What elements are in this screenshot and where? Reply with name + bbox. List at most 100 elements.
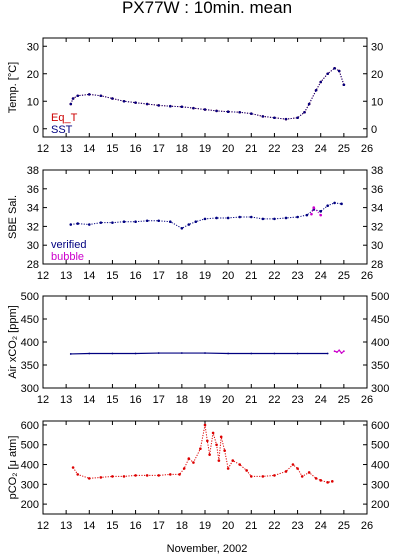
data-point [291, 463, 295, 466]
data-point [261, 115, 265, 118]
data-point [180, 226, 184, 230]
x-tick-label: 23 [291, 270, 303, 282]
data-point [223, 449, 226, 452]
x-tick-label: 21 [245, 270, 257, 282]
data-point [296, 116, 299, 120]
y-tick-label-right: 300 [371, 383, 389, 395]
data-point [199, 447, 202, 451]
data-point [307, 102, 311, 106]
y-axis-label: Temp. [°C] [7, 62, 19, 113]
data-point [178, 473, 181, 476]
data-point [333, 350, 336, 353]
y-tick-label: 34 [27, 203, 39, 215]
y-tick-label: 20 [27, 69, 39, 81]
y-tick-label: 450 [21, 314, 39, 326]
data-point [249, 475, 253, 478]
data-point [273, 116, 276, 120]
y-tick-label-right: 400 [371, 460, 389, 472]
x-tick-label: 21 [245, 394, 257, 406]
x-tick-label: 17 [153, 143, 165, 155]
y-tick-label-right: 450 [371, 314, 389, 326]
data-point [314, 477, 318, 480]
x-tick-label: 19 [199, 270, 211, 282]
data-point [337, 69, 341, 73]
data-point [134, 101, 137, 104]
data-point [238, 463, 242, 466]
data-point [180, 352, 183, 354]
y-axis-label: Air xCO₂ [ppm] [7, 305, 19, 378]
y-tick-label-right: 200 [371, 499, 389, 511]
series-trace [72, 424, 333, 483]
data-point [157, 352, 160, 354]
y-tick-label: 36 [27, 184, 39, 196]
x-tick-label: 13 [60, 143, 72, 155]
legend-entry: bubble [51, 251, 84, 263]
plot-frame [42, 37, 368, 138]
x-tick-label: 20 [222, 520, 234, 532]
y-tick-label-right: 34 [371, 203, 383, 215]
y-tick-label: 30 [27, 240, 39, 252]
data-point [227, 352, 230, 355]
x-tick-label: 12 [37, 270, 49, 282]
x-tick-label: 21 [245, 143, 257, 155]
x-tick-label: 26 [361, 520, 373, 532]
data-point [307, 471, 311, 474]
data-point [187, 223, 191, 226]
series-trace [70, 202, 342, 229]
data-point [326, 481, 329, 484]
data-point [122, 99, 126, 103]
y-axis-label: pCO₂ [μ atm] [7, 436, 19, 500]
x-tick-label: 15 [106, 394, 118, 406]
y-tick-label: 300 [21, 479, 39, 491]
x-tick-label: 17 [153, 520, 165, 532]
series-trace [70, 67, 345, 120]
series-trace [310, 206, 322, 216]
y-tick-label: 600 [21, 420, 39, 432]
y-tick-label-right: 28 [371, 259, 383, 271]
data-point [88, 352, 91, 355]
data-point [71, 97, 75, 100]
series-2 [333, 349, 345, 354]
data-point [319, 213, 323, 217]
x-tick-label: 20 [222, 270, 234, 282]
data-point [69, 353, 72, 355]
data-point [187, 457, 191, 460]
data-point [338, 349, 341, 352]
x-tick-label: 15 [106, 270, 118, 282]
legend-entry: verified [51, 239, 86, 251]
data-point [134, 220, 137, 223]
x-tick-label: 25 [338, 270, 350, 282]
data-point [71, 466, 75, 469]
data-point [206, 439, 209, 443]
data-point [99, 94, 103, 98]
data-point [111, 352, 114, 355]
data-point [305, 213, 309, 217]
x-tick-label: 22 [268, 520, 280, 532]
data-point [157, 474, 161, 477]
data-point [249, 112, 253, 115]
y-tick-label: 32 [27, 221, 39, 233]
data-point [231, 459, 235, 462]
x-tick-label: 16 [129, 143, 141, 155]
data-point [340, 202, 343, 206]
data-point [261, 475, 265, 478]
data-point [312, 206, 316, 209]
x-tick-label: 13 [60, 270, 72, 282]
x-tick-label: 24 [315, 143, 327, 155]
x-tick-label: 22 [268, 143, 280, 155]
data-point [211, 431, 215, 435]
data-point [87, 477, 91, 480]
data-point [168, 220, 172, 223]
x-tick-label: 21 [245, 520, 257, 532]
y-tick-label: 28 [27, 259, 39, 271]
x-tick-label: 25 [338, 520, 350, 532]
data-point [111, 97, 114, 100]
y-axis-label: SBE Sal. [7, 195, 19, 239]
y-tick-label: 30 [27, 41, 39, 53]
x-tick-label: 16 [129, 394, 141, 406]
x-tick-label: 15 [106, 520, 118, 532]
